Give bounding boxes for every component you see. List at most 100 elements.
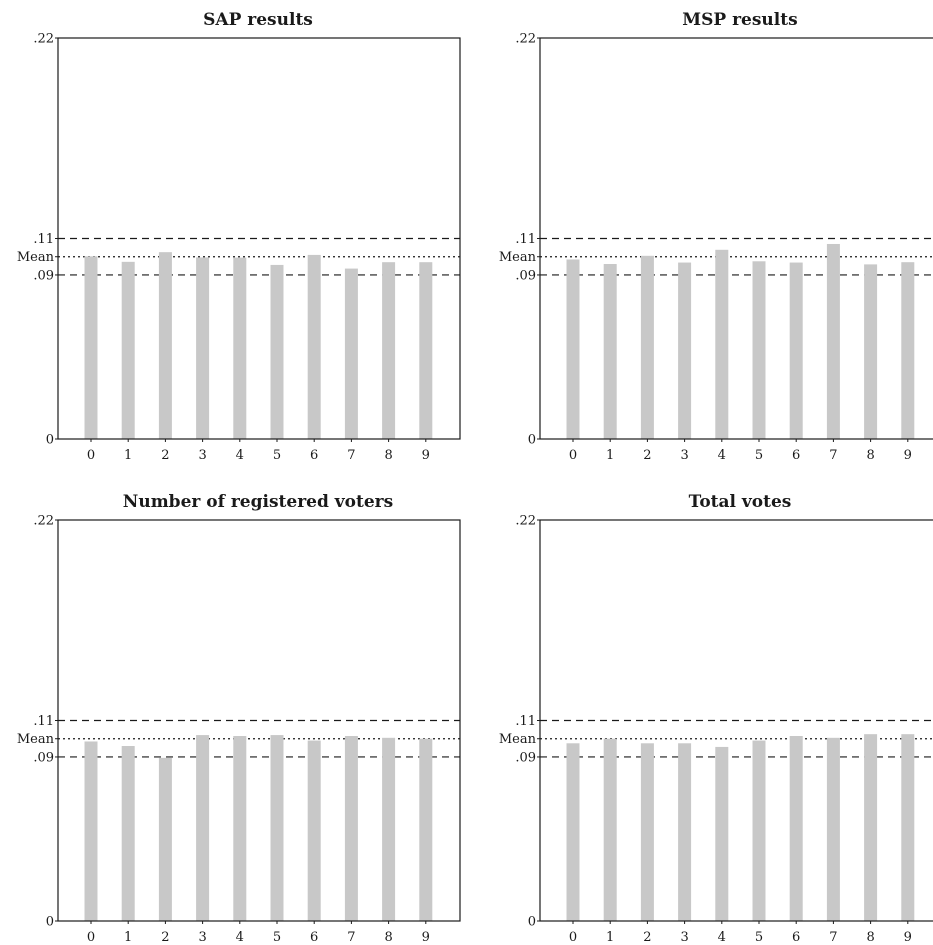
x-axis-ticks: 0 1 2 3 4 5 6 7 8 9 (87, 921, 430, 945)
x-tick-label: 2 (161, 930, 169, 945)
bar (419, 738, 433, 921)
bar (678, 743, 692, 921)
bar (382, 737, 396, 921)
y-tick-label: Mean (17, 732, 55, 747)
panel-total-votes: Total votes 0 .09 Mean .11 .22 0 1 2 3 4 5 6 7 8 9 (499, 492, 933, 945)
x-tick-label: 8 (384, 930, 392, 945)
bar (270, 264, 284, 439)
y-tick-label: Mean (499, 250, 537, 265)
y-axis-ticks: 0 .09 Mean .11 .22 (17, 514, 58, 930)
bar (640, 743, 654, 921)
x-tick-label: 5 (755, 930, 763, 945)
x-tick-label: 5 (273, 448, 281, 463)
bar (158, 757, 172, 921)
x-tick-label: 7 (829, 930, 837, 945)
bar (566, 743, 580, 921)
y-tick-label: 0 (528, 433, 536, 448)
bar (419, 262, 433, 439)
plot-frame (57, 519, 461, 922)
x-axis-ticks: 0 1 2 3 4 5 6 7 8 9 (569, 921, 912, 945)
x-axis-ticks: 0 1 2 3 4 5 6 7 8 9 (87, 439, 430, 463)
bar (752, 740, 766, 921)
y-tick-label: .11 (515, 232, 536, 247)
y-tick-label: .22 (515, 514, 536, 529)
bar (864, 264, 878, 439)
x-tick-label: 0 (569, 448, 577, 463)
y-tick-label: Mean (499, 732, 537, 747)
bar (826, 243, 840, 439)
y-tick-label: .11 (33, 232, 54, 247)
x-tick-label: 4 (718, 448, 726, 463)
x-tick-label: 1 (124, 448, 132, 463)
y-tick-label: .22 (515, 32, 536, 47)
x-tick-label: 2 (643, 930, 651, 945)
x-tick-label: 4 (236, 448, 244, 463)
plot-frame (539, 37, 933, 440)
bar (84, 256, 98, 439)
bar (752, 261, 766, 439)
bar-series (84, 735, 433, 921)
plot-frame (57, 37, 461, 440)
bar (566, 259, 580, 439)
x-tick-label: 6 (310, 930, 318, 945)
y-tick-label: .09 (515, 268, 536, 283)
y-tick-label: .22 (33, 32, 54, 47)
x-tick-label: 1 (606, 448, 614, 463)
x-tick-label: 6 (310, 448, 318, 463)
x-tick-label: 8 (384, 448, 392, 463)
bar-series (566, 243, 915, 439)
bar (84, 741, 98, 921)
bar (789, 262, 803, 439)
x-tick-label: 0 (87, 448, 95, 463)
bar (901, 262, 915, 439)
bar (307, 254, 321, 439)
y-tick-label: 0 (46, 915, 54, 930)
x-tick-label: 9 (422, 448, 430, 463)
bar (864, 734, 878, 921)
y-tick-label: .11 (33, 714, 54, 729)
y-axis-ticks: 0 .09 Mean .11 .22 (499, 514, 540, 930)
y-tick-label: 0 (46, 433, 54, 448)
panel-sap-results: SAP results 0 .09 Mean .11 .22 0 1 2 3 4 5 6 7 8 9 (17, 10, 461, 463)
y-tick-label: .09 (33, 268, 54, 283)
x-tick-label: 0 (87, 930, 95, 945)
bar (121, 746, 135, 921)
panel-msp-results: MSP results 0 .09 Mean .11 .22 0 1 2 3 4 5 6 7 8 9 (499, 10, 933, 463)
y-tick-label: .22 (33, 514, 54, 529)
bar (196, 257, 210, 439)
bar (382, 262, 396, 439)
x-tick-label: 6 (792, 448, 800, 463)
x-tick-label: 9 (422, 930, 430, 945)
y-axis-ticks: 0 .09 Mean .11 .22 (17, 32, 58, 448)
y-tick-label: .11 (515, 714, 536, 729)
bar (270, 735, 284, 921)
y-tick-label: .09 (515, 750, 536, 765)
bar (603, 738, 617, 921)
panel-title: SAP results (203, 10, 313, 30)
x-tick-label: 9 (904, 930, 912, 945)
x-tick-label: 1 (124, 930, 132, 945)
bar (121, 261, 135, 439)
panel-title: MSP results (682, 10, 797, 30)
y-axis-ticks: 0 .09 Mean .11 .22 (499, 32, 540, 448)
bar (307, 740, 321, 921)
bar (901, 734, 915, 921)
panel-registered-voters: Number of registered voters 0 .09 Mean .11.… (17, 492, 461, 945)
x-tick-label: 7 (347, 448, 355, 463)
panel-title: Number of registered voters (123, 492, 393, 512)
bar (715, 249, 729, 439)
x-tick-label: 5 (273, 930, 281, 945)
x-tick-label: 8 (866, 448, 874, 463)
x-tick-label: 3 (198, 448, 206, 463)
bar (344, 735, 358, 921)
bar (158, 252, 172, 439)
reference-lines (58, 237, 460, 276)
x-tick-label: 3 (680, 930, 688, 945)
bar (196, 735, 210, 921)
bar (233, 257, 247, 439)
reference-lines (58, 719, 460, 758)
x-tick-label: 6 (792, 930, 800, 945)
bar (789, 735, 803, 921)
x-tick-label: 2 (161, 448, 169, 463)
bar (233, 735, 247, 921)
